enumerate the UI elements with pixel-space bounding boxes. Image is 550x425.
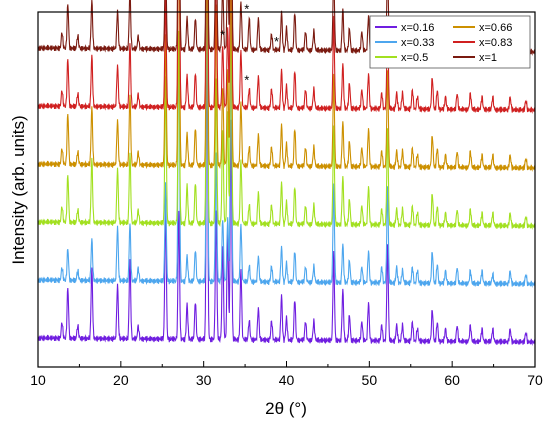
x-tick-label: 30 <box>196 372 212 388</box>
legend: x=0.16 x=0.33 x=0.5 x=0.66 x=0.83 x=1 <box>369 15 531 69</box>
legend-label: x=0.5 <box>401 52 428 64</box>
series-line-x-0-83 <box>37 0 536 114</box>
x-tick-label: 40 <box>279 372 295 388</box>
x-axis-ticks: 10 20 30 40 50 60 70 <box>30 361 543 388</box>
asterisk-marker: * <box>274 34 279 49</box>
legend-label: x=0.16 <box>401 22 434 34</box>
peak-annotations: ****** <box>220 0 279 87</box>
series-line-x-0-66 <box>37 0 536 172</box>
series-curves <box>37 0 536 346</box>
x-tick-label: 20 <box>113 372 129 388</box>
series-line-x-0-16 <box>37 32 536 346</box>
legend-label: x=0.33 <box>401 37 434 49</box>
asterisk-marker: * <box>244 72 249 87</box>
x-tick-label: 10 <box>30 372 46 388</box>
asterisk-marker: * <box>244 2 249 17</box>
x-tick-label: 60 <box>444 372 460 388</box>
x-axis-title: 2θ (°) <box>265 399 307 418</box>
x-tick-label: 70 <box>527 372 543 388</box>
legend-label: x=0.83 <box>479 37 512 49</box>
series-line-x-0-5 <box>37 0 536 230</box>
asterisk-marker: * <box>239 0 244 1</box>
asterisk-marker: * <box>220 27 225 42</box>
x-tick-label: 50 <box>362 372 378 388</box>
legend-label: x=0.66 <box>479 22 512 34</box>
legend-label: x=1 <box>479 52 497 64</box>
series-line-x-0-33 <box>37 0 536 288</box>
y-axis-title: Intensity (arb. units) <box>9 115 28 264</box>
